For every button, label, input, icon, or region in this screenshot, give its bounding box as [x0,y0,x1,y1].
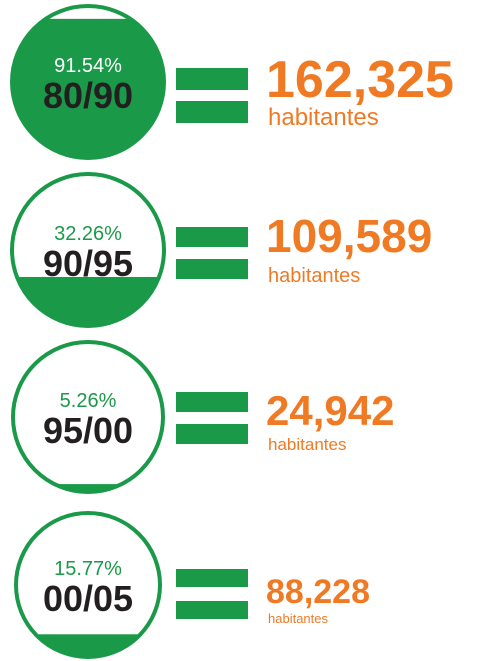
percent-label: 5.26% [60,390,117,412]
circle-outline [10,172,166,328]
circle-background [16,513,160,657]
circle-fill [13,484,163,492]
item: 32.26%90/95 109,589 habitantes [10,172,432,328]
unit: habitantes [268,265,360,287]
period: 80/90 [43,75,133,116]
unit: habitantes [268,611,328,626]
equals-bar [176,227,248,247]
period: 95/00 [43,410,133,451]
equals-bar [176,101,248,123]
percent-label: 91.54% [54,55,122,77]
percent-label: 32.26% [54,223,122,245]
unit: habitantes [268,435,346,454]
period: 90/95 [43,243,133,284]
value: 109,589 [266,210,432,262]
equals-bar [176,68,248,90]
equals-bar [176,424,248,444]
value: 162,325 [266,51,454,109]
circle-background [13,342,163,492]
percent-label: 15.77% [54,558,122,580]
equals-bar [176,569,248,587]
circle-fill [12,18,164,158]
value: 88,228 [266,573,370,611]
equals-bar [176,392,248,412]
equals-bar [176,259,248,279]
period: 00/05 [43,578,133,619]
circle-outline [14,511,162,659]
circle-outline [11,340,165,494]
value: 24,942 [266,387,394,434]
equals-bar [176,601,248,619]
unit: habitantes [268,104,379,131]
circle-outline [10,4,166,160]
